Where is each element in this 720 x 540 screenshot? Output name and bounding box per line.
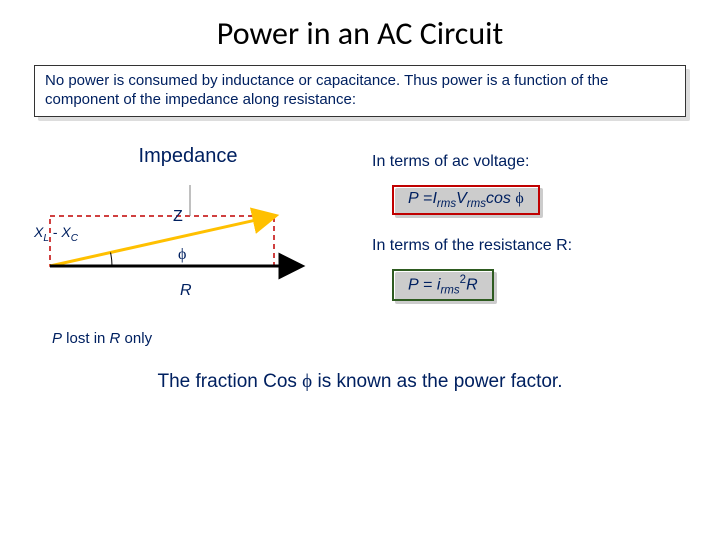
page-title: Power in an AC Circuit xyxy=(28,14,692,53)
equation-resistance: P = irms2R xyxy=(392,269,494,302)
impedance-diagram: XL - XC Z ϕ R xyxy=(38,174,338,324)
callout-box: No power is consumed by inductance or ca… xyxy=(34,65,686,117)
p-lost-text: P lost in R only xyxy=(52,330,348,347)
r-label: R xyxy=(180,282,192,300)
voltage-line: In terms of ac voltage: xyxy=(372,153,692,171)
xl-xc-label: XL - XC xyxy=(34,224,78,244)
impedance-heading: Impedance xyxy=(28,145,348,168)
footer-text: The fraction Cos ϕ is known as the power… xyxy=(28,371,692,393)
z-label: Z xyxy=(173,208,183,226)
callout-text: No power is consumed by inductance or ca… xyxy=(34,65,686,117)
resistance-line: In terms of the resistance R: xyxy=(372,237,692,255)
equation-voltage: P =IrmsVrmscos ϕ xyxy=(392,185,540,215)
phi-label: ϕ xyxy=(178,246,186,264)
